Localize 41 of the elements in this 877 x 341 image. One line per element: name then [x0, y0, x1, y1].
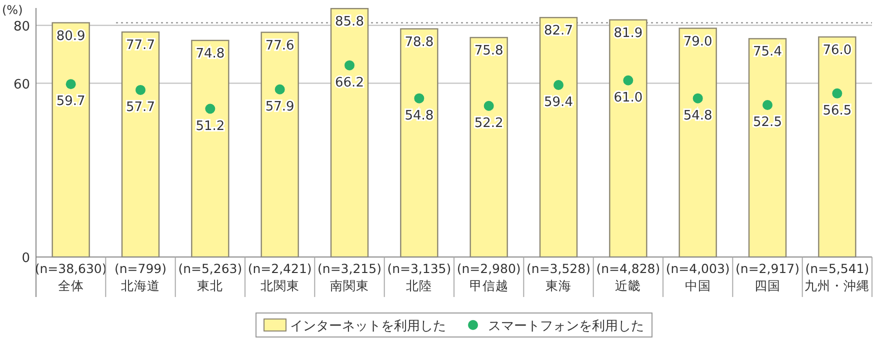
data-label: 54.8 [404, 108, 434, 124]
data-label: 61.0 [614, 90, 643, 106]
data-label: 54.8 [683, 108, 712, 124]
data-label: 74.8 [196, 46, 225, 62]
data-label: 57.7 [126, 100, 155, 115]
data-label: 52.5 [753, 114, 782, 130]
x-tick-label: (n=4,003) 中国 [666, 261, 730, 293]
x-tick-label: (n=2,980) 甲信越 [456, 261, 521, 293]
x-tick-label: (n=4,828) 近畿 [596, 261, 660, 293]
x-tick-label: (n=2,421) 北関東 [248, 261, 312, 293]
data-label: 52.2 [474, 116, 504, 131]
data-label: 85.8 [335, 14, 364, 30]
x-tick-label: (n=799) 北海道 [114, 261, 167, 293]
legend-label: インターネットを利用した [290, 319, 446, 334]
y-tick-label: 80 [13, 19, 30, 34]
legend-label: スマートフォンを利用した [488, 319, 644, 334]
data-label: 59.4 [544, 95, 573, 110]
data-label: 66.2 [335, 75, 364, 90]
data-label: 76.0 [822, 42, 852, 58]
data-label: 59.7 [56, 94, 86, 110]
text: (%) [2, 3, 23, 17]
data-label: 57.9 [265, 99, 294, 114]
x-tick-label: (n=5,263) 東北 [178, 261, 242, 293]
data-label: 51.2 [196, 118, 225, 134]
data-label: 81.9 [614, 26, 643, 41]
data-label: 77.6 [265, 38, 294, 54]
data-label: 75.8 [474, 44, 504, 59]
data-label: 79.0 [683, 34, 712, 50]
data-label: 56.5 [822, 103, 852, 118]
data-label: 75.4 [753, 44, 782, 60]
data-label: 82.7 [544, 24, 573, 39]
x-tick-label: (n=2,917) 四国 [736, 261, 800, 293]
y-tick-label: 0 [22, 251, 30, 266]
x-tick-label: (n=3,215) 南関東 [318, 261, 382, 293]
data-label: 78.8 [404, 34, 434, 50]
x-tick-label: (n=5,541) 九州・沖縄 [804, 261, 870, 293]
data-label: 80.9 [56, 28, 86, 44]
data-label: 77.7 [126, 38, 155, 54]
y-tick-label: 60 [13, 77, 30, 92]
x-tick-label: (n=3,135) 北陸 [387, 261, 452, 293]
x-tick-label: (n=3,528) 東海 [526, 261, 590, 293]
